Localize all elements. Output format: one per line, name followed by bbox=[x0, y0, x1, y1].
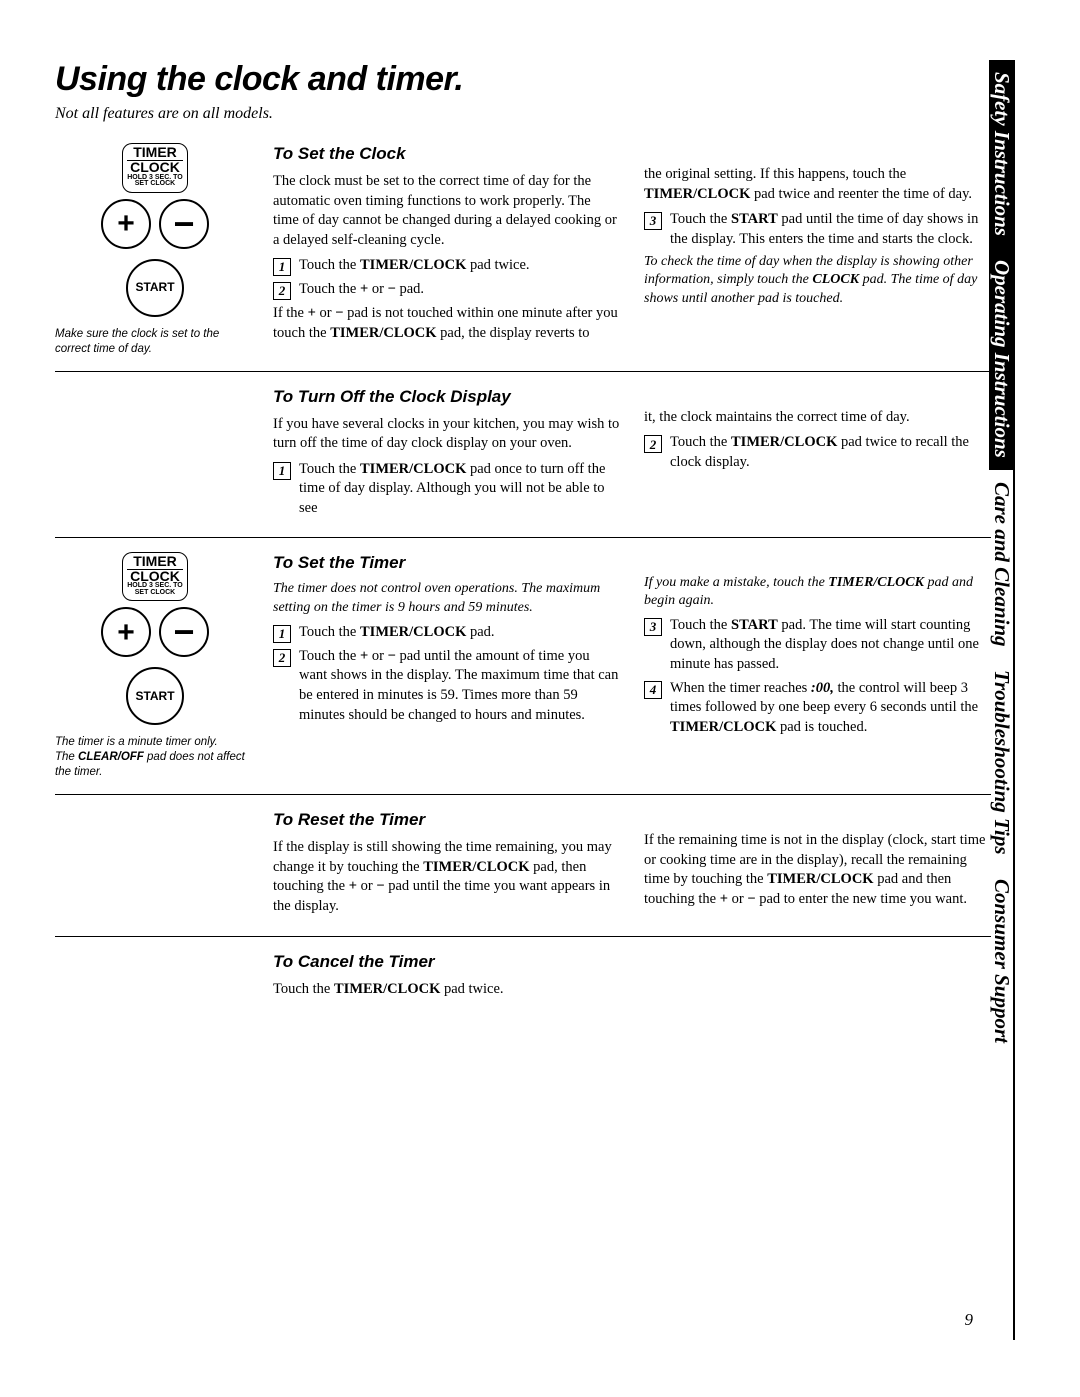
body-text: If the + or − pad is not touched within … bbox=[273, 304, 620, 343]
tab-safety[interactable]: Safety Instructions bbox=[989, 60, 1014, 248]
step-1: 1 Touch the TIMER/CLOCK pad. bbox=[273, 623, 620, 643]
step-number-icon: 1 bbox=[273, 462, 291, 480]
body-text: If the remaining time is not in the disp… bbox=[644, 831, 991, 909]
subsection-title: To Reset the Timer bbox=[273, 809, 620, 832]
italic-note: The timer does not control oven operatio… bbox=[273, 580, 620, 616]
subsection-title: To Set the Timer bbox=[273, 552, 620, 575]
diagram-caption: Make sure the clock is set to the correc… bbox=[55, 327, 255, 357]
diagram-timer: TIMER CLOCK HOLD 3 SEC. TO SET CLOCK + −… bbox=[55, 552, 255, 781]
body-text: Touch the TIMER/CLOCK pad twice. bbox=[273, 980, 620, 1000]
step-number-icon: 1 bbox=[273, 258, 291, 276]
diagram-caption: The timer is a minute timer only. bbox=[55, 735, 255, 750]
tab-care[interactable]: Care and Cleaning bbox=[989, 470, 1014, 659]
step-number-icon: 3 bbox=[644, 618, 662, 636]
control-panel-diagram: TIMER CLOCK HOLD 3 SEC. TO SET CLOCK + −… bbox=[80, 143, 230, 317]
col-right: If you make a mistake, touch the TIMER/C… bbox=[644, 552, 991, 781]
control-panel-diagram: TIMER CLOCK HOLD 3 SEC. TO SET CLOCK + −… bbox=[80, 552, 230, 726]
step-number-icon: 3 bbox=[644, 212, 662, 230]
step-number-icon: 2 bbox=[644, 435, 662, 453]
italic-note: To check the time of day when the displa… bbox=[644, 253, 991, 308]
step-1: 1 Touch the TIMER/CLOCK pad once to turn… bbox=[273, 460, 620, 519]
col-left: To Reset the Timer If the display is sti… bbox=[273, 809, 620, 922]
body-text: The clock must be set to the correct tim… bbox=[273, 172, 620, 250]
tab-consumer[interactable]: Consumer Support bbox=[989, 867, 1014, 1055]
page-number: 9 bbox=[965, 1310, 974, 1330]
manual-page: Using the clock and timer. Not all featu… bbox=[55, 60, 1015, 1340]
body-text: it, the clock maintains the correct time… bbox=[644, 408, 991, 428]
col-right: If the remaining time is not in the disp… bbox=[644, 809, 991, 922]
start-pad: START bbox=[126, 259, 184, 317]
section-cancel-timer: To Cancel the Timer Touch the TIMER/CLOC… bbox=[55, 951, 991, 1020]
col-right: the original setting. If this happens, t… bbox=[644, 143, 991, 357]
subsection-title: To Turn Off the Clock Display bbox=[273, 386, 620, 409]
step-2: 2 Touch the + or − pad until the amount … bbox=[273, 647, 620, 725]
tab-troubleshooting[interactable]: Troubleshooting Tips bbox=[989, 658, 1014, 867]
col-left: To Turn Off the Clock Display If you hav… bbox=[273, 386, 620, 523]
step-4: 4 When the timer reaches :00, the contro… bbox=[644, 679, 991, 738]
col-left: To Cancel the Timer Touch the TIMER/CLOC… bbox=[273, 951, 620, 1006]
start-pad: START bbox=[126, 667, 184, 725]
step-2: 2 Touch the TIMER/CLOCK pad twice to rec… bbox=[644, 433, 991, 472]
step-number-icon: 4 bbox=[644, 681, 662, 699]
step-1: 1 Touch the TIMER/CLOCK pad twice. bbox=[273, 256, 620, 276]
col-left: To Set the Timer The timer does not cont… bbox=[273, 552, 620, 781]
section-turn-off-display: To Turn Off the Clock Display If you hav… bbox=[55, 386, 991, 538]
minus-pad: − bbox=[159, 199, 209, 249]
step-number-icon: 1 bbox=[273, 625, 291, 643]
tab-operating[interactable]: Operating Instructions bbox=[989, 248, 1014, 470]
italic-note: If you make a mistake, touch the TIMER/C… bbox=[644, 574, 991, 610]
body-text: the original setting. If this happens, t… bbox=[644, 165, 991, 204]
section-reset-timer: To Reset the Timer If the display is sti… bbox=[55, 809, 991, 937]
timer-clock-pad: TIMER CLOCK HOLD 3 SEC. TO SET CLOCK bbox=[122, 143, 188, 193]
side-tabs: Safety Instructions Operating Instructio… bbox=[989, 60, 1015, 1340]
step-number-icon: 2 bbox=[273, 649, 291, 667]
step-3: 3 Touch the START pad until the time of … bbox=[644, 210, 991, 249]
plus-pad: + bbox=[101, 199, 151, 249]
body-text: If the display is still showing the time… bbox=[273, 838, 620, 916]
col-right: it, the clock maintains the correct time… bbox=[644, 386, 991, 523]
page-subtitle: Not all features are on all models. bbox=[55, 105, 991, 123]
minus-pad: − bbox=[159, 607, 209, 657]
step-3: 3 Touch the START pad. The time will sta… bbox=[644, 616, 991, 675]
page-title: Using the clock and timer. bbox=[55, 60, 991, 99]
plus-pad: + bbox=[101, 607, 151, 657]
subsection-title: To Cancel the Timer bbox=[273, 951, 620, 974]
timer-clock-pad: TIMER CLOCK HOLD 3 SEC. TO SET CLOCK bbox=[122, 552, 188, 602]
section-set-clock: TIMER CLOCK HOLD 3 SEC. TO SET CLOCK + −… bbox=[55, 143, 991, 372]
step-number-icon: 2 bbox=[273, 282, 291, 300]
section-set-timer: TIMER CLOCK HOLD 3 SEC. TO SET CLOCK + −… bbox=[55, 552, 991, 796]
body-text: If you have several clocks in your kitch… bbox=[273, 415, 620, 454]
diagram-caption: The CLEAR/OFF pad does not affect the ti… bbox=[55, 750, 255, 780]
diagram-clock: TIMER CLOCK HOLD 3 SEC. TO SET CLOCK + −… bbox=[55, 143, 255, 357]
col-left: To Set the Clock The clock must be set t… bbox=[273, 143, 620, 357]
step-2: 2 Touch the + or − pad. bbox=[273, 280, 620, 300]
subsection-title: To Set the Clock bbox=[273, 143, 620, 166]
